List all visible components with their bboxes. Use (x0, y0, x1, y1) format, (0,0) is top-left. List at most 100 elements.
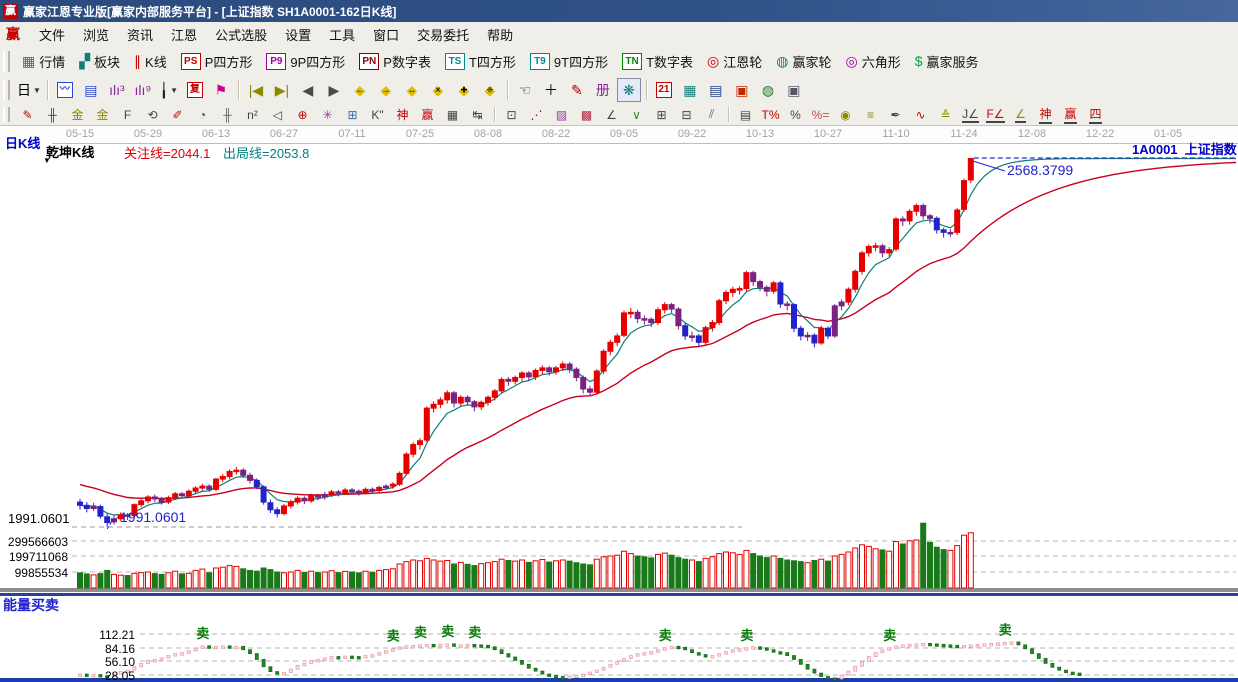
f-grid-icon[interactable]: F (116, 105, 139, 125)
clock-icon[interactable]: ◔ (191, 105, 214, 125)
pan-hand-icon[interactable]: ☜ (513, 78, 537, 102)
calendar-icon[interactable]: 21 (652, 78, 676, 102)
wave-3-icon[interactable]: ılı³ (105, 78, 129, 102)
chart-canvas[interactable]: 卖卖卖卖卖卖卖卖卖 (0, 125, 1238, 682)
last-bar-icon[interactable]: ▶| (270, 78, 294, 102)
percent-icon[interactable]: % (784, 105, 807, 125)
menu-item-5[interactable]: 设置 (285, 27, 312, 43)
p9-square-button[interactable]: P9 9P四方形 (259, 50, 352, 73)
f-angle-icon[interactable]: F∠ (984, 105, 1007, 125)
wave-red-icon[interactable]: ∿ (909, 105, 932, 125)
t-percent-icon[interactable]: T% (759, 105, 782, 125)
width-measure-icon[interactable]: ↹ (466, 105, 489, 125)
quotes-button[interactable]: ▦ 行情 (15, 50, 72, 73)
brush-icon[interactable]: ✎ (16, 105, 39, 125)
t9-square-button[interactable]: T9 9T四方形 (523, 50, 615, 73)
gold-lines-icon[interactable]: ≡ (859, 105, 882, 125)
workstation-icon[interactable]: ▣ (782, 78, 806, 102)
p-square-button[interactable]: PS P四方形 (174, 50, 260, 73)
info-list-icon[interactable]: ▤ (79, 78, 103, 102)
gold-grid2-icon[interactable]: 金 (91, 105, 114, 125)
shen-angle-icon[interactable]: 神 (1034, 105, 1057, 125)
percent-line-icon[interactable]: %= (809, 105, 832, 125)
shen-tool-icon[interactable]: 神 (391, 105, 414, 125)
grid-tool-icon[interactable]: ╫ (41, 105, 64, 125)
gann-fan-icon[interactable]: ⋰ (525, 105, 548, 125)
square-hatch-icon[interactable]: ▨ (550, 105, 573, 125)
gold-angle-icon[interactable]: ∠ (1009, 105, 1032, 125)
next-bar-icon[interactable]: ▶ (322, 78, 346, 102)
kline-dropdown-icon[interactable]: ▼ (43, 156, 51, 165)
winner-service-button[interactable]: $ 赢家服务 (908, 50, 986, 73)
wave-v-icon[interactable]: ∨ (625, 105, 648, 125)
title-bar[interactable]: 赢 赢家江恩专业版[赢家内部服务平台] - [上证指数 SH1A0001-162… (0, 0, 1238, 23)
parallel-lines-icon[interactable]: ⫽ (700, 105, 723, 125)
candle-style-dropdown[interactable]: ╽ ▼ (157, 78, 181, 102)
gann-wheel-button[interactable]: ◎ 江恩轮 (700, 50, 769, 73)
grid-diamond-icon[interactable]: ◆ ❈ (478, 78, 502, 102)
ink-pen-icon[interactable]: ✒ (884, 105, 907, 125)
similar-kline-icon[interactable]: 〰 (53, 78, 77, 102)
prev-bar-icon[interactable]: ◀ (296, 78, 320, 102)
box-hatch-icon[interactable]: ▩ (575, 105, 598, 125)
menu-item-1[interactable]: 浏览 (83, 27, 110, 43)
kline-name-label[interactable]: 乾坤K线 (46, 145, 95, 160)
grid-target-icon[interactable]: ⊞ (341, 105, 364, 125)
menu-item-2[interactable]: 资讯 (127, 27, 154, 43)
grid-a-icon[interactable]: ⊞ (650, 105, 673, 125)
menu-item-6[interactable]: 工具 (329, 27, 356, 43)
menu-item-7[interactable]: 窗口 (373, 27, 400, 43)
cross-diamond-icon[interactable]: ◆ ✚ (452, 78, 476, 102)
notebook-icon[interactable]: ▤ (704, 78, 728, 102)
save-icon[interactable]: ▣ (730, 78, 754, 102)
p-number-button[interactable]: PN P数字表 (352, 50, 438, 73)
t-number-button[interactable]: TN T数字表 (615, 50, 700, 73)
k-quote-icon[interactable]: K" (366, 105, 389, 125)
winner-wheel-button[interactable]: ◍ 赢家轮 (769, 50, 838, 73)
spiral-icon[interactable]: ⟲ (141, 105, 164, 125)
menu-item-4[interactable]: 公式选股 (215, 27, 268, 43)
menu-item-9[interactable]: 帮助 (487, 27, 514, 43)
smart-kline-icon[interactable]: ❋ (616, 78, 641, 102)
shrink-diamond-icon[interactable]: ◆ ✕ (426, 78, 450, 102)
gold-grid-icon[interactable]: 金 (66, 105, 89, 125)
calculator-icon[interactable]: ▦ (678, 78, 702, 102)
menu-item-8[interactable]: 交易委托 (417, 27, 470, 43)
grid-b-icon[interactable]: ⊟ (675, 105, 698, 125)
first-bar-icon[interactable]: |◀ (244, 78, 268, 102)
sectors-button[interactable]: ▞ 板块 (72, 50, 127, 73)
ying-angle-icon[interactable]: 赢 (1059, 105, 1082, 125)
gold-circle-icon[interactable]: ◉ (834, 105, 857, 125)
kline-button[interactable]: ∥ K线 (127, 50, 174, 73)
panel-icon[interactable]: ▤ (734, 105, 757, 125)
draw-line-icon[interactable]: ✎ (565, 78, 589, 102)
angle-lines-icon[interactable]: ∠ (600, 105, 623, 125)
wave-9-icon[interactable]: ılı⁹ (131, 78, 155, 102)
menu-item-0[interactable]: 文件 (39, 27, 66, 43)
network-icon[interactable]: ◍ (756, 78, 780, 102)
volume-flag-icon[interactable]: ⚑ (209, 78, 233, 102)
crosshair-icon[interactable]: ＋ (539, 78, 563, 102)
gann-tools-icon[interactable]: 册 (591, 78, 615, 102)
restore-rights-icon[interactable]: 复 (183, 78, 207, 102)
t-square-button[interactable]: TS T四方形 (438, 50, 523, 73)
shift-left-diamond-icon[interactable]: ◆ ← (348, 78, 372, 102)
box-frame-icon[interactable]: ⊡ (500, 105, 523, 125)
n-squared-icon[interactable]: n² (241, 105, 264, 125)
ying-tool-icon[interactable]: 赢 (416, 105, 439, 125)
mirror-angle-icon[interactable]: ◁ (266, 105, 289, 125)
indicator-name-label[interactable]: 能量买卖 (3, 597, 59, 613)
star-burst-icon[interactable]: ✳ (316, 105, 339, 125)
j-angle-icon[interactable]: J∠ (959, 105, 982, 125)
expand-diamond-icon[interactable]: ◆ ↔ (400, 78, 424, 102)
gold-steps-icon[interactable]: ≙ (934, 105, 957, 125)
target-icon[interactable]: ⊕ (291, 105, 314, 125)
grid-123-icon[interactable]: ▦ (441, 105, 464, 125)
tick-grid-icon[interactable]: ╫ (216, 105, 239, 125)
pen-chart-icon[interactable]: ✐ (166, 105, 189, 125)
period-day-dropdown[interactable]: 日 ▼ (16, 78, 42, 102)
menu-item-3[interactable]: 江恩 (171, 27, 198, 43)
si-angle-icon[interactable]: 四 (1084, 105, 1107, 125)
hexagon-button[interactable]: ◎ 六角形 (839, 50, 908, 73)
shift-right-diamond-icon[interactable]: ◆ → (374, 78, 398, 102)
